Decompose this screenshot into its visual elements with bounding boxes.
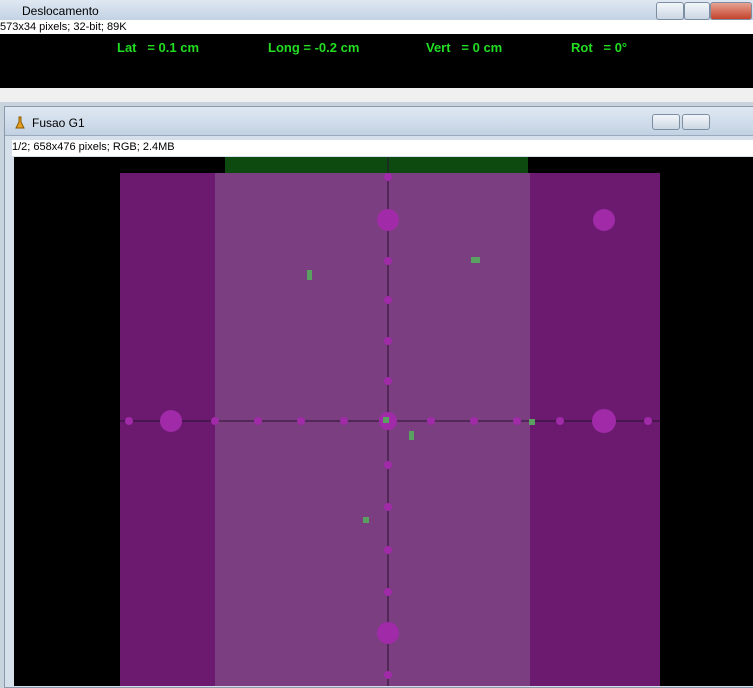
minimize-button[interactable] bbox=[652, 114, 680, 130]
maximize-button[interactable] bbox=[684, 2, 710, 20]
maximize-button[interactable] bbox=[682, 114, 710, 130]
readout: Vert = 0 cm bbox=[426, 40, 503, 55]
close-button[interactable] bbox=[710, 2, 752, 20]
window-border bbox=[0, 88, 753, 102]
window-title: Fusao G1 bbox=[32, 116, 85, 130]
readout: Rot = 0° bbox=[571, 40, 628, 55]
image-info: 573x34 pixels; 32-bit; 89K bbox=[0, 20, 753, 34]
readout: Long = -0.2 cm bbox=[268, 40, 360, 55]
app-icon bbox=[15, 116, 25, 129]
image-info: 1/2; 658x476 pixels; RGB; 2.4MB bbox=[12, 140, 753, 156]
minimize-button[interactable] bbox=[656, 2, 684, 20]
readout-panel bbox=[0, 34, 753, 88]
readout: Lat = 0.1 cm bbox=[117, 40, 200, 55]
title-bar bbox=[0, 0, 753, 21]
image-canvas bbox=[14, 157, 753, 686]
window-title: Deslocamento bbox=[22, 4, 99, 18]
title-bar bbox=[5, 107, 753, 136]
